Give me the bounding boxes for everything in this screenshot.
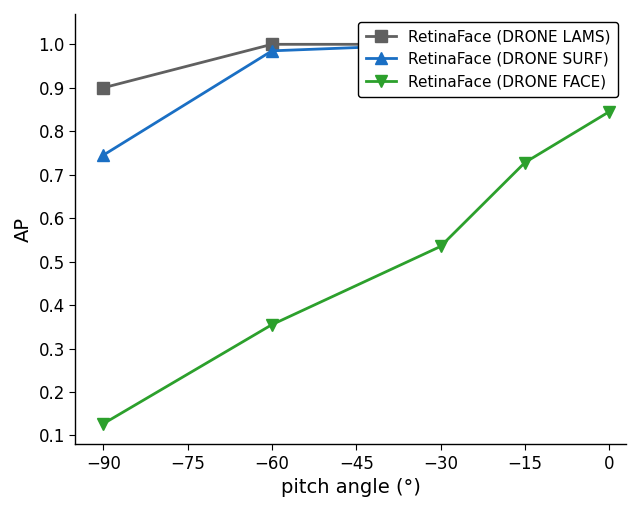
Line: RetinaFace (DRONE FACE): RetinaFace (DRONE FACE) [98, 106, 615, 429]
RetinaFace (DRONE SURF) [436, 41, 444, 48]
RetinaFace (DRONE LAMS) [436, 41, 444, 48]
RetinaFace (DRONE FACE) [521, 159, 529, 166]
RetinaFace (DRONE LAMS) [605, 41, 613, 48]
Line: RetinaFace (DRONE LAMS): RetinaFace (DRONE LAMS) [98, 39, 615, 94]
RetinaFace (DRONE SURF) [521, 41, 529, 48]
RetinaFace (DRONE FACE) [99, 421, 107, 427]
RetinaFace (DRONE SURF) [605, 41, 613, 48]
X-axis label: pitch angle (°): pitch angle (°) [281, 478, 420, 497]
RetinaFace (DRONE LAMS) [268, 41, 276, 48]
Line: RetinaFace (DRONE SURF): RetinaFace (DRONE SURF) [98, 39, 615, 160]
RetinaFace (DRONE SURF) [99, 152, 107, 158]
RetinaFace (DRONE SURF) [268, 48, 276, 54]
RetinaFace (DRONE FACE) [436, 243, 444, 249]
Legend: RetinaFace (DRONE LAMS), RetinaFace (DRONE SURF), RetinaFace (DRONE FACE): RetinaFace (DRONE LAMS), RetinaFace (DRO… [358, 21, 618, 97]
RetinaFace (DRONE FACE) [605, 109, 613, 115]
Y-axis label: AP: AP [14, 217, 33, 242]
RetinaFace (DRONE LAMS) [99, 85, 107, 91]
RetinaFace (DRONE LAMS) [521, 41, 529, 48]
RetinaFace (DRONE FACE) [268, 321, 276, 328]
